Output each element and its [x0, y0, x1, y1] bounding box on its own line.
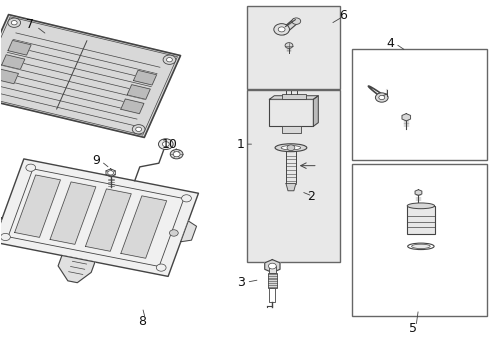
Polygon shape — [279, 19, 299, 35]
Circle shape — [0, 233, 10, 240]
Polygon shape — [270, 96, 318, 99]
Circle shape — [132, 125, 145, 134]
Polygon shape — [415, 190, 422, 195]
Circle shape — [162, 141, 169, 147]
Polygon shape — [0, 215, 2, 247]
Circle shape — [108, 171, 114, 175]
Circle shape — [285, 42, 293, 48]
Polygon shape — [0, 14, 180, 138]
Bar — [268, 273, 277, 288]
Bar — [286, 148, 296, 184]
Circle shape — [26, 164, 36, 171]
Polygon shape — [58, 256, 95, 283]
Circle shape — [269, 263, 276, 269]
Polygon shape — [286, 184, 296, 191]
Circle shape — [8, 18, 21, 27]
Ellipse shape — [408, 243, 434, 249]
Bar — [270, 288, 275, 302]
Circle shape — [170, 230, 178, 236]
Circle shape — [274, 24, 290, 35]
Polygon shape — [127, 85, 150, 99]
Circle shape — [163, 55, 176, 64]
Text: 8: 8 — [138, 315, 147, 328]
Bar — [352, 49, 487, 160]
Circle shape — [156, 264, 166, 271]
Polygon shape — [314, 96, 318, 126]
Polygon shape — [402, 114, 411, 121]
Bar — [407, 206, 435, 234]
Polygon shape — [85, 189, 131, 251]
Bar — [269, 266, 276, 273]
Polygon shape — [0, 69, 19, 84]
Circle shape — [375, 93, 388, 102]
Polygon shape — [121, 196, 167, 258]
Circle shape — [292, 18, 301, 24]
Text: 4: 4 — [386, 37, 394, 50]
Text: 6: 6 — [339, 9, 346, 22]
Circle shape — [158, 139, 173, 149]
Bar — [282, 94, 306, 99]
Polygon shape — [0, 159, 198, 276]
Text: 5: 5 — [409, 322, 416, 335]
Polygon shape — [1, 55, 25, 69]
Polygon shape — [121, 99, 144, 114]
Circle shape — [182, 195, 192, 202]
Circle shape — [287, 145, 295, 150]
Circle shape — [136, 127, 142, 131]
Circle shape — [11, 21, 17, 25]
Ellipse shape — [407, 203, 435, 209]
Polygon shape — [133, 70, 157, 85]
Text: 10: 10 — [161, 138, 177, 150]
Ellipse shape — [412, 244, 430, 248]
Text: 3: 3 — [237, 276, 245, 289]
Text: 1: 1 — [237, 138, 245, 150]
Bar — [270, 99, 314, 126]
Text: 9: 9 — [92, 154, 100, 167]
Text: 7: 7 — [26, 18, 34, 31]
Polygon shape — [265, 260, 280, 273]
Circle shape — [167, 58, 172, 62]
Circle shape — [173, 152, 180, 157]
Polygon shape — [181, 221, 196, 242]
Polygon shape — [8, 40, 31, 55]
Text: 2: 2 — [308, 190, 316, 203]
Bar — [352, 164, 487, 316]
Circle shape — [278, 27, 285, 32]
Circle shape — [170, 149, 183, 159]
Ellipse shape — [281, 145, 301, 150]
Ellipse shape — [275, 144, 307, 152]
Circle shape — [379, 95, 385, 100]
Bar — [282, 126, 301, 134]
Bar — [247, 90, 340, 262]
Bar — [247, 6, 340, 89]
Polygon shape — [50, 182, 96, 244]
Polygon shape — [15, 175, 60, 237]
